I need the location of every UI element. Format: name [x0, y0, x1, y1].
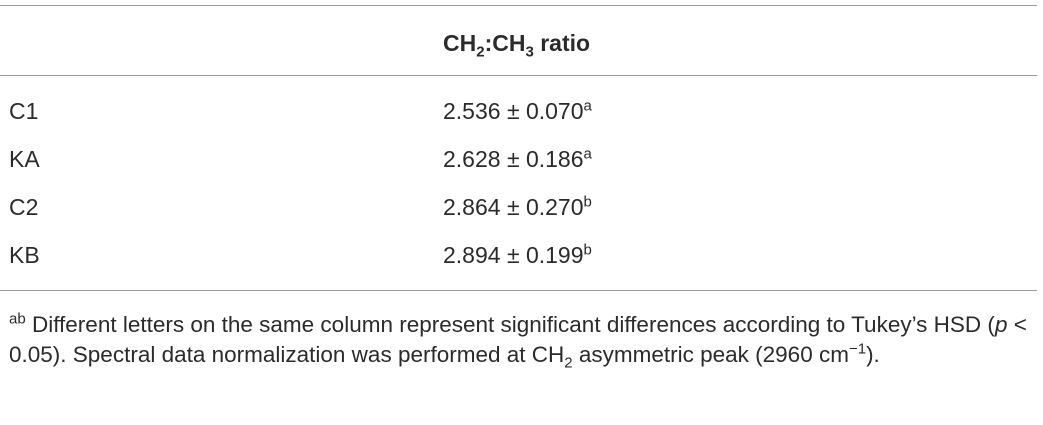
header-text: :CH: [484, 30, 526, 56]
header-subscript: 3: [525, 43, 534, 61]
significance-letter: a: [583, 145, 592, 163]
footnote-text: asymmetric peak (2960 cm: [572, 342, 849, 367]
footnote-text: Different letters on the same column rep…: [31, 312, 995, 337]
value-text: 2.864 ± 0.270: [443, 194, 584, 220]
row-value: 2.894 ± 0.199b: [443, 241, 592, 269]
significance-letter: a: [583, 97, 592, 115]
footnote-italic: p: [994, 312, 1008, 337]
header-text: ratio: [540, 30, 591, 56]
value-text: 2.628 ± 0.186: [443, 146, 584, 172]
value-text: 2.894 ± 0.199: [443, 242, 584, 268]
header-text: CH: [443, 30, 477, 56]
header-subscript: 2: [476, 43, 485, 61]
footnote-text: < 0.05). Spectral data normalization was…: [9, 312, 1027, 367]
row-label: KB: [9, 242, 40, 268]
row-label: C2: [9, 194, 39, 220]
bottom-rule: [0, 290, 1037, 291]
column-header: CH2:CH3 ratio: [443, 29, 591, 60]
row-value: 2.628 ± 0.186a: [443, 145, 592, 173]
row-value: 2.536 ± 0.070a: [443, 97, 592, 125]
significance-letter: b: [583, 241, 592, 259]
row-label: KA: [9, 146, 40, 172]
header-rule: [0, 75, 1037, 76]
footnote: ab Different letters on the same column …: [9, 310, 1039, 372]
footnote-marker: ab: [9, 310, 26, 328]
significance-letter: b: [583, 193, 592, 211]
value-text: 2.536 ± 0.070: [443, 98, 584, 124]
row-label: C1: [9, 98, 39, 124]
footnote-subscript: 2: [564, 354, 573, 372]
footnote-text: ).: [866, 342, 880, 367]
top-rule: [0, 5, 1037, 6]
footnote-superscript: −1: [848, 340, 867, 358]
row-value: 2.864 ± 0.270b: [443, 193, 592, 221]
